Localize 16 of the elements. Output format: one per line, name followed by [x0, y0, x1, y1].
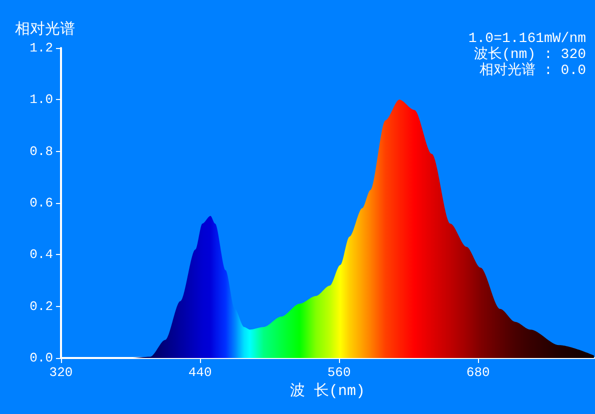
y-tick-label: 0.2: [30, 298, 53, 314]
y-tick-label: 0.4: [30, 247, 54, 262]
y-axis-title: 相对光谱: [15, 20, 75, 38]
y-tick-label: 0.6: [30, 196, 53, 210]
annotation: 相对光谱 : 0.0: [480, 62, 586, 79]
x-tick-label: 320: [49, 365, 73, 380]
y-tick-label: 1.2: [30, 40, 53, 56]
annotation: 波长(nm) : 320: [474, 46, 586, 63]
y-tick-label: 1.0: [30, 92, 53, 108]
x-axis-title: 波 长(nm): [290, 382, 366, 400]
x-tick-label: 560: [327, 365, 351, 380]
text: 1.0=1.161mW/nm: [468, 31, 586, 47]
y-tick-label: 0.8: [30, 144, 53, 159]
x-tick-label: 680: [466, 365, 490, 380]
y-tick-label: 0.0: [30, 350, 53, 366]
x-tick-label: 440: [188, 365, 212, 380]
